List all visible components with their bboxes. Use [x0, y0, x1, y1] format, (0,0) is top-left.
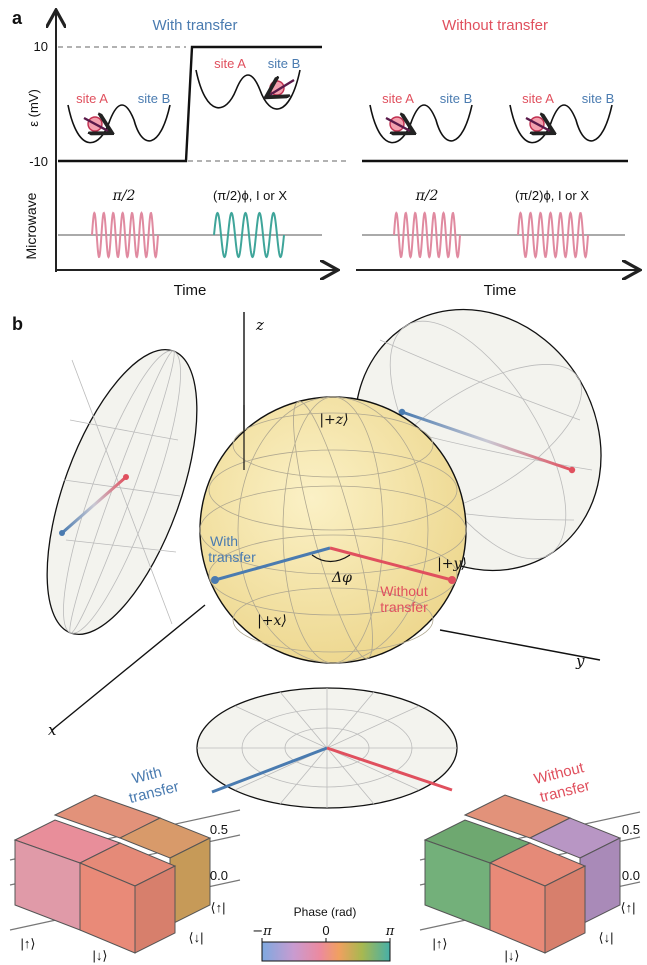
- without-transfer-b-2: transfer: [380, 599, 428, 615]
- right-tick-low: 0.0: [622, 868, 640, 883]
- state-plus-y: |+y⟩: [437, 556, 467, 572]
- title-without-transfer: Without transfer: [442, 17, 548, 34]
- well2-site-b: site B: [268, 56, 301, 71]
- y-axis-label: ε (mV): [26, 89, 41, 127]
- density-bars-with: [9, 794, 241, 954]
- pulse-label-3: π/2: [415, 188, 439, 204]
- well4-site-a: site A: [522, 91, 554, 106]
- well3-site-b: site B: [440, 91, 473, 106]
- axis-y-label: y: [575, 652, 585, 670]
- panel-b-label: b: [12, 314, 23, 334]
- with-transfer-b-2: transfer: [208, 549, 256, 565]
- projection-xy: [196, 687, 458, 809]
- pulse-label-4: (π/2)ϕ, I or X: [515, 188, 589, 203]
- right-bra-down: ⟨↓|: [599, 930, 614, 945]
- right-ket-down: |↓⟩: [505, 948, 520, 963]
- density-bars-without: [419, 794, 641, 954]
- colorbar-min: −π: [252, 924, 272, 939]
- double-well-1: [67, 104, 171, 144]
- right-tick-high: 0.5: [622, 822, 640, 837]
- double-well-2: [195, 69, 301, 110]
- left-ket-down: |↓⟩: [93, 948, 108, 963]
- right-ket-up: |↑⟩: [433, 936, 448, 951]
- well1-site-a: site A: [76, 91, 108, 106]
- double-well-4: [509, 104, 613, 144]
- left-bra-up: ⟨↑|: [211, 900, 226, 915]
- pulse-label-2: (π/2)ϕ, I or X: [213, 188, 287, 203]
- colorbar: [261, 941, 391, 962]
- y-axis-b: [439, 629, 601, 661]
- y-tick-low: -10: [29, 154, 48, 169]
- state-plus-z: |+z⟩: [319, 412, 348, 428]
- colorbar-mid: 0: [322, 923, 329, 938]
- without-transfer-b-1: Without: [380, 583, 428, 599]
- microwave-label: Microwave: [23, 192, 39, 259]
- well1-site-b: site B: [138, 91, 171, 106]
- double-well-3: [369, 104, 473, 144]
- time-label-2: Time: [484, 282, 517, 299]
- bloch-sphere: [199, 396, 467, 664]
- axis-x-label: x: [48, 721, 57, 739]
- microwave-pulse-2: [213, 211, 285, 259]
- delta-phi: Δφ: [331, 570, 352, 586]
- axis-z-label: z: [255, 316, 264, 334]
- colorbar-max: π: [385, 924, 395, 939]
- left-tick-high: 0.5: [210, 822, 228, 837]
- microwave-pulse-4: [517, 211, 589, 259]
- pulse-label-1: π/2: [112, 188, 136, 204]
- microwave-pulse-1: [91, 211, 159, 259]
- microwave-pulse-3: [393, 211, 461, 259]
- left-tick-low: 0.0: [210, 868, 228, 883]
- title-with-transfer: With transfer: [152, 17, 237, 34]
- panel-a-label: a: [12, 8, 23, 28]
- epsilon-pulse-with: [58, 45, 322, 163]
- with-title-c-1: With: [130, 764, 163, 788]
- well4-site-b: site B: [582, 91, 615, 106]
- left-bra-down: ⟨↓|: [189, 930, 204, 945]
- colorbar-title: Phase (rad): [294, 905, 357, 919]
- well2-site-a: site A: [214, 56, 246, 71]
- y-tick-high: 10: [34, 39, 48, 54]
- left-ket-up: |↑⟩: [21, 936, 36, 951]
- well3-site-a: site A: [382, 91, 414, 106]
- projection-xz: [46, 349, 198, 635]
- state-plus-x: |+x⟩: [257, 613, 287, 629]
- with-transfer-b-1: With: [210, 533, 238, 549]
- x-axis-b: [51, 604, 206, 731]
- time-label-1: Time: [174, 282, 207, 299]
- right-bra-up: ⟨↑|: [621, 900, 636, 915]
